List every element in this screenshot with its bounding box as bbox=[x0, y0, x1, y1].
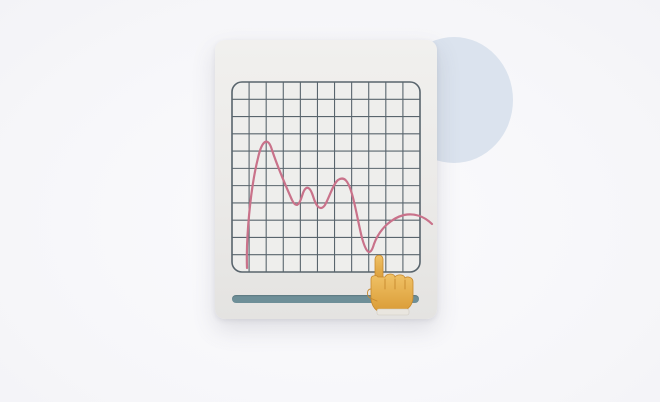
pointing-hand-icon bbox=[367, 254, 414, 316]
chart-line bbox=[245, 140, 434, 270]
timeline-slider[interactable] bbox=[232, 295, 419, 303]
chart-grid bbox=[231, 81, 421, 273]
